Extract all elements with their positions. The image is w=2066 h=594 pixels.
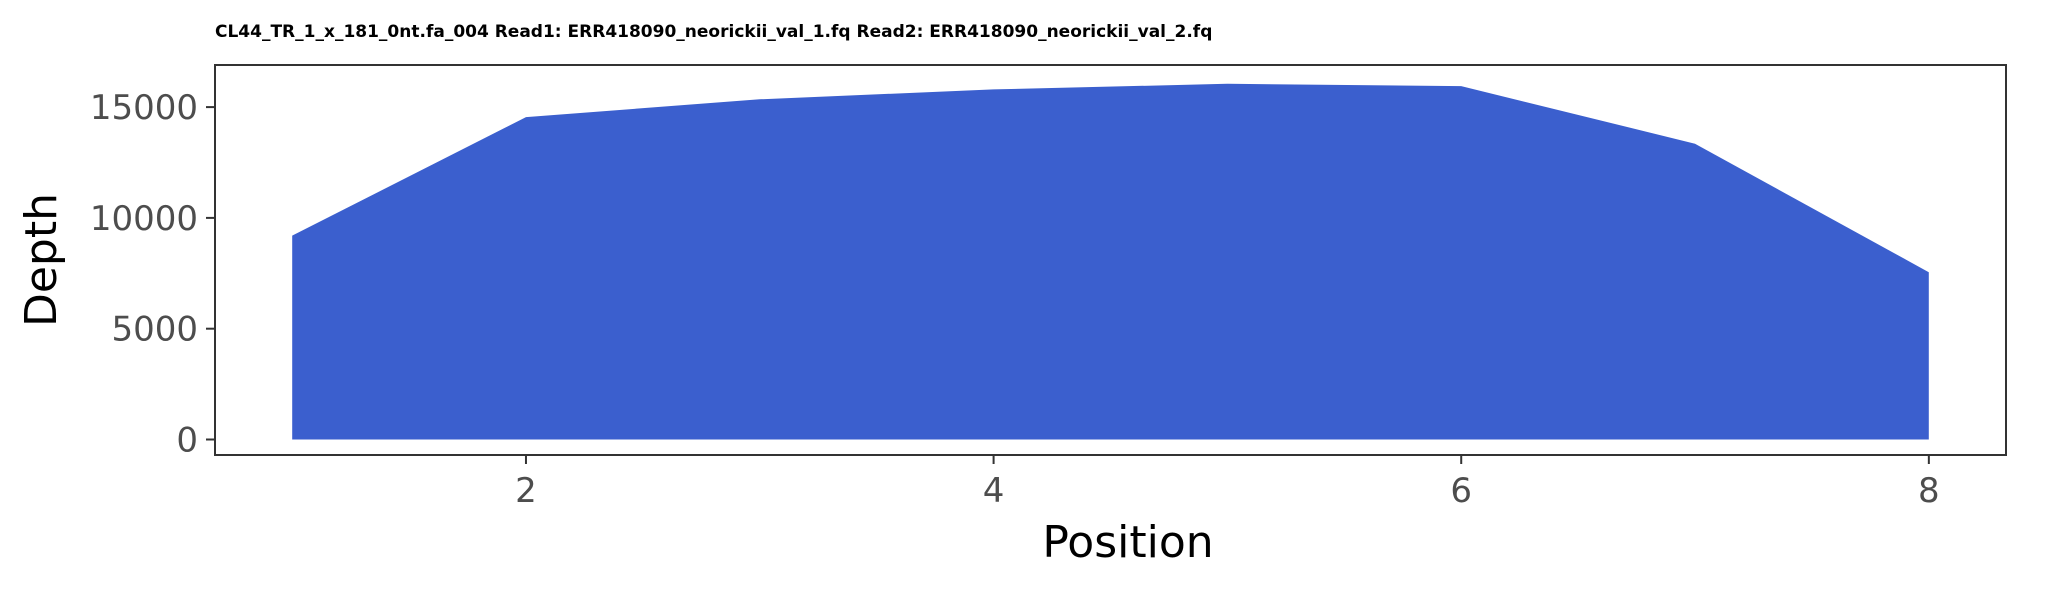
x-tick-label: 8 bbox=[1918, 471, 1940, 511]
y-axis-title: Depth bbox=[16, 193, 67, 327]
x-tick-label: 4 bbox=[983, 471, 1005, 511]
x-tick-label: 6 bbox=[1450, 471, 1472, 511]
x-axis-title: Position bbox=[1042, 517, 1213, 568]
x-tick-label: 2 bbox=[515, 471, 537, 511]
depth-area bbox=[292, 83, 1929, 440]
y-tick-label: 5000 bbox=[111, 310, 198, 350]
y-tick-label: 15000 bbox=[90, 88, 198, 128]
y-tick-label: 10000 bbox=[90, 199, 198, 239]
area-layer bbox=[292, 83, 1929, 440]
y-tick-label: 0 bbox=[176, 420, 198, 460]
y-axis: 0 5000 10000 15000 bbox=[90, 88, 215, 460]
x-axis: 2 4 6 8 bbox=[515, 455, 1940, 511]
chart-title: CL44_TR_1_x_181_0nt.fa_004 Read1: ERR418… bbox=[215, 22, 1212, 42]
plot-panel-border bbox=[214, 64, 2007, 456]
